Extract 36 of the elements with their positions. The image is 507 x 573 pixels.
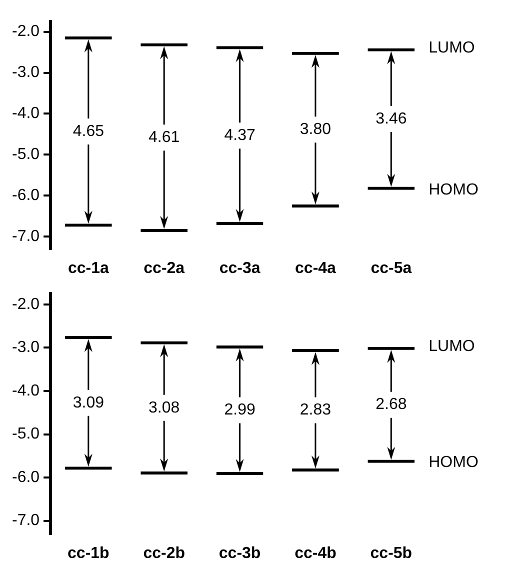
y-tick-label: -2.0: [12, 23, 40, 40]
y-tick-label: -7.0: [12, 512, 40, 530]
x-tick-label: cc-2b: [143, 544, 186, 562]
data-label: 2.99: [224, 402, 256, 419]
data-label: 2.68: [376, 396, 407, 414]
annotation: LUMO: [428, 338, 475, 356]
y-tick-label: -3.0: [12, 339, 40, 356]
y-tick-label: -7.0: [12, 228, 40, 245]
data-label: 3.46: [376, 110, 407, 128]
y-tick-label: -4.0: [12, 105, 40, 122]
x-tick-label: cc-4a: [295, 260, 336, 277]
annotation: HOMO: [428, 454, 478, 472]
y-tick-label: -5.0: [12, 426, 40, 443]
y-tick-label: -6.0: [12, 186, 40, 204]
x-tick-label: cc-1b: [68, 544, 110, 562]
x-tick-label: cc-5b: [370, 544, 412, 562]
data-label: 2.83: [300, 402, 332, 419]
data-label: 4.37: [224, 127, 256, 144]
y-tick-label: -2.0: [12, 296, 40, 313]
x-tick-label: cc-3b: [218, 544, 261, 562]
data-label: 4.65: [72, 122, 104, 140]
x-tick-label: cc-1a: [68, 260, 109, 277]
x-tick-label: cc-5a: [370, 260, 412, 277]
annotation: LUMO: [428, 40, 475, 57]
x-tick-label: cc-4b: [294, 544, 337, 562]
data-label: 4.61: [148, 129, 180, 146]
data-label: 3.08: [148, 399, 180, 416]
x-tick-label: cc-3a: [219, 260, 260, 277]
x-tick-label: cc-2a: [144, 260, 185, 277]
y-tick-label: -3.0: [12, 64, 40, 82]
annotation: HOMO: [428, 181, 478, 198]
y-tick-label: -5.0: [12, 146, 40, 164]
y-tick-label: -6.0: [12, 468, 40, 486]
data-label: 3.09: [72, 394, 104, 412]
data-label: 3.80: [300, 121, 332, 138]
y-tick-label: -4.0: [12, 382, 40, 400]
